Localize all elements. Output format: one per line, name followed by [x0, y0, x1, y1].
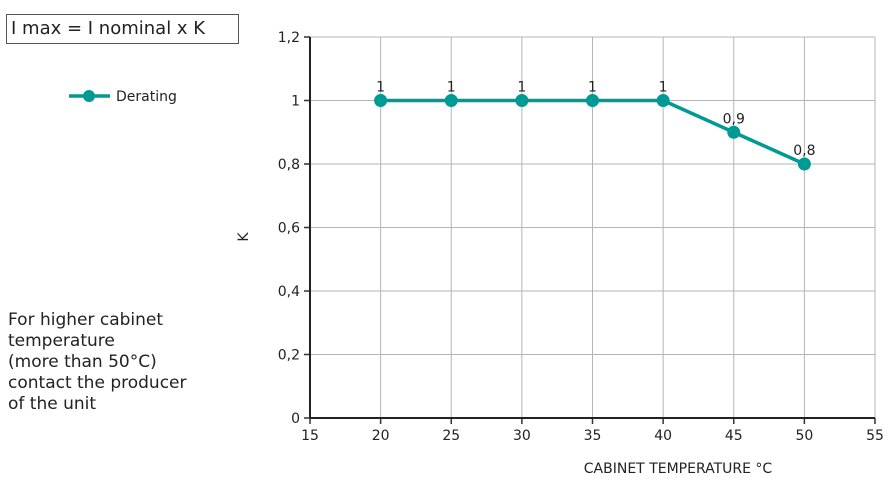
data-point [727, 125, 741, 139]
x-tick-label: 45 [725, 428, 743, 444]
data-label: 0,9 [723, 111, 745, 127]
y-tick-label: 0,8 [278, 157, 300, 173]
legend-label: Derating [116, 89, 177, 105]
y-axis-title: K [236, 232, 252, 242]
data-point [515, 94, 529, 107]
x-tick-label: 30 [513, 428, 531, 444]
data-label: 1 [659, 80, 668, 96]
x-tick-label: 25 [442, 428, 460, 444]
x-axis-title: CABINET TEMPERATURE °C [584, 461, 773, 477]
y-tick-label: 0 [291, 411, 300, 427]
legend-marker [83, 90, 95, 102]
x-tick-label: 20 [372, 428, 390, 444]
y-tick-label: 0,4 [278, 284, 300, 300]
formula-box: I max = I nominal x K [6, 14, 239, 44]
data-label: 0,8 [793, 143, 815, 159]
x-tick-label: 55 [866, 428, 884, 444]
y-tick-label: 1 [291, 94, 300, 110]
data-point [374, 94, 388, 107]
data-label: 1 [447, 80, 456, 96]
data-point [444, 94, 458, 107]
x-tick-label: 15 [301, 428, 319, 444]
y-tick-label: 0,6 [278, 221, 300, 237]
y-tick-label: 1,2 [278, 30, 300, 46]
data-label: 1 [517, 80, 526, 96]
note-text: For higher cabinet temperature (more tha… [8, 310, 187, 414]
data-label: 1 [376, 80, 385, 96]
x-tick-label: 40 [654, 428, 672, 444]
data-point [586, 94, 599, 107]
y-tick-label: 0,2 [278, 348, 300, 364]
x-tick-label: 50 [795, 428, 813, 444]
data-point [797, 157, 811, 171]
x-tick-label: 35 [584, 428, 602, 444]
data-point [656, 94, 670, 107]
data-label: 1 [588, 80, 597, 96]
